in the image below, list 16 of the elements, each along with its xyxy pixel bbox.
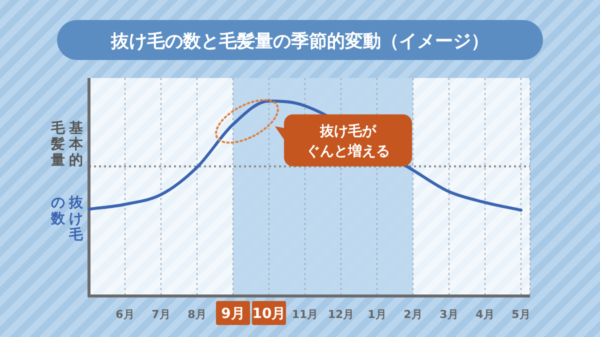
x-tick-label: 7月 xyxy=(152,308,170,321)
x-tick-label: 3月 xyxy=(440,308,458,321)
x-tick-label: 8月 xyxy=(188,308,206,321)
x-tick-label: 11月 xyxy=(292,308,318,321)
x-tick-label: 6月 xyxy=(116,308,134,321)
series-label: 抜け毛の数 xyxy=(50,195,84,244)
x-tick-label: 10月 xyxy=(252,306,286,322)
ref-line-label: 基本的毛髪量 xyxy=(50,119,84,168)
x-tick-label: 9月 xyxy=(221,306,245,322)
x-tick-label: 4月 xyxy=(476,308,494,321)
annotation: 抜け毛がぐんと増える xyxy=(306,122,390,160)
x-tick-label: 2月 xyxy=(404,308,422,321)
x-tick-label: 12月 xyxy=(328,308,354,321)
x-tick-label: 5月 xyxy=(512,308,530,321)
x-tick-label: 1月 xyxy=(368,308,386,321)
chart-title: 抜け毛の数と毛髪量の季節的変動（イメージ） xyxy=(110,31,489,52)
